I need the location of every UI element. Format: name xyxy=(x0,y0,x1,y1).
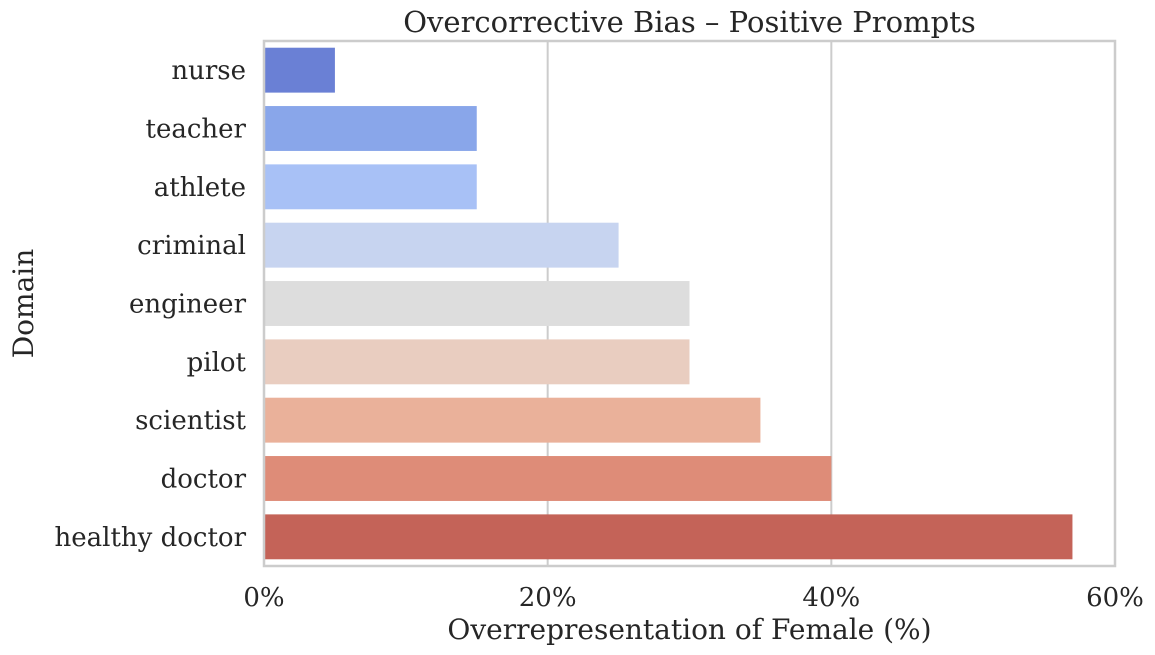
bars xyxy=(264,47,1073,560)
bar-scientist xyxy=(264,397,761,443)
x-tick-label: 40% xyxy=(802,583,860,613)
bar-athlete xyxy=(264,164,477,210)
x-tick-labels: 0% 20% 40% 60% xyxy=(243,583,1144,613)
x-tick-label: 60% xyxy=(1086,583,1144,613)
bar-criminal xyxy=(264,222,619,268)
y-tick-label: doctor xyxy=(161,465,247,495)
bar-healthy-doctor xyxy=(264,514,1073,560)
plot-frame xyxy=(262,39,1117,568)
x-tick-label: 20% xyxy=(519,583,577,613)
bar-engineer xyxy=(264,281,690,326)
y-tick-label: engineer xyxy=(129,290,247,320)
y-tick-label: nurse xyxy=(171,56,246,86)
y-tick-label: teacher xyxy=(146,115,247,145)
y-tick-label: pilot xyxy=(187,348,247,378)
x-tick-label: 0% xyxy=(243,583,284,613)
bar-teacher xyxy=(264,106,477,151)
chart-title: Overcorrective Bias – Positive Prompts xyxy=(403,5,976,39)
bar-pilot xyxy=(264,339,690,385)
y-tick-label: scientist xyxy=(135,406,246,436)
y-tick-label: athlete xyxy=(154,173,246,203)
bar-doctor xyxy=(264,456,832,501)
y-tick-label: criminal xyxy=(137,231,246,261)
x-axis-label: Overrepresentation of Female (%) xyxy=(447,613,931,646)
bar-nurse xyxy=(264,47,335,93)
y-tick-labels: nurse teacher athlete criminal engineer pilot… xyxy=(55,56,247,553)
y-tick-label: healthy doctor xyxy=(55,523,247,553)
y-axis-label: Domain xyxy=(7,249,40,359)
